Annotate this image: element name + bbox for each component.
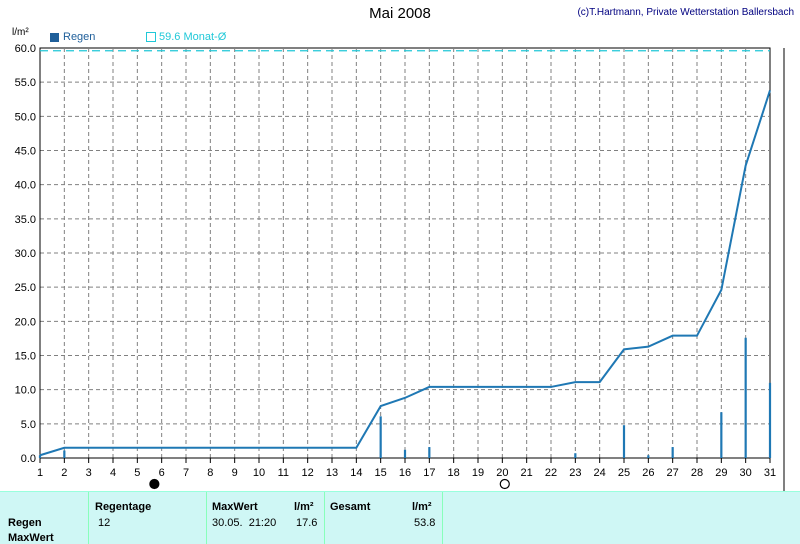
maxwert-date: 30.05. 21:20 <box>212 517 277 529</box>
x-tick-label: 9 <box>232 467 238 479</box>
x-tick-label: 13 <box>326 467 338 479</box>
x-tick-label: 30 <box>740 467 752 479</box>
y-tick-label: 0.0 <box>21 453 36 465</box>
x-tick-label: 11 <box>278 467 289 479</box>
x-tick-label: 23 <box>569 467 581 479</box>
x-tick-label: 5 <box>134 467 140 479</box>
x-tick-label: 18 <box>448 467 460 479</box>
y-tick-label: 60.0 <box>15 43 36 55</box>
legend-rain-label: Regen <box>63 31 96 43</box>
y-tick-label: 35.0 <box>15 214 36 226</box>
x-tick-label: 17 <box>423 467 435 479</box>
x-tick-label: 1 <box>37 467 43 479</box>
maxwert-value: 17.6 <box>296 517 318 529</box>
regentage-value: 12 <box>98 517 111 529</box>
gesamt-header: Gesamt <box>330 501 371 513</box>
gesamt-value: 53.8 <box>414 517 436 529</box>
legend-average-label: 59.6 Monat-Ø <box>159 31 227 43</box>
full-moon-icon <box>499 478 510 490</box>
x-tick-label: 27 <box>667 467 679 479</box>
regentage-header: Regentage <box>95 501 152 513</box>
table-divider <box>88 492 89 544</box>
x-tick-label: 4 <box>110 467 116 479</box>
legend-rain-swatch-icon <box>50 32 59 42</box>
new-moon-icon <box>149 478 160 490</box>
rain-chart: 0.0 5.0 10.0 15.0 20.0 25.0 30.0 35.0 40.0 45.0 50… <box>15 43 785 491</box>
x-tick-label: 10 <box>253 467 265 479</box>
x-tick-label: 2 <box>61 467 67 479</box>
legend-rain: Regen <box>50 31 95 43</box>
y-tick-label: 25.0 <box>15 282 36 294</box>
y-tick-label: 45.0 <box>15 146 36 158</box>
x-tick-label: 26 <box>642 467 654 479</box>
y-tick-label: 50.0 <box>15 111 36 123</box>
y-tick-label: 55.0 <box>15 77 36 89</box>
x-tick-label: 21 <box>521 467 533 479</box>
x-tick-label: 22 <box>545 467 557 479</box>
x-tick-label: 8 <box>207 467 213 479</box>
y-tick-label: 15.0 <box>15 351 36 363</box>
row-label-maxwert: MaxWert <box>8 532 54 544</box>
y-tick-label: 20.0 <box>15 316 36 328</box>
maxwert-unit: l/m² <box>294 501 314 513</box>
y-tick-label: 30.0 <box>15 248 36 260</box>
x-tick-label: 24 <box>594 467 606 479</box>
x-tick-label: 15 <box>375 467 387 479</box>
x-tick-label: 31 <box>764 467 776 479</box>
x-tick-label: 7 <box>183 467 189 479</box>
x-tick-label: 12 <box>302 467 314 479</box>
x-tick-label: 20 <box>496 467 508 479</box>
gesamt-unit: l/m² <box>412 501 432 513</box>
x-tick-label: 16 <box>399 467 411 479</box>
maxwert-header: MaxWert <box>212 501 258 513</box>
legend-average-swatch-icon <box>146 32 156 42</box>
x-tick-label: 25 <box>618 467 630 479</box>
table-divider <box>324 492 325 544</box>
x-tick-label: 28 <box>691 467 703 479</box>
summary-table: Regen MaxWert Regentage 12 MaxWert l/m² … <box>0 491 800 544</box>
row-label-regen: Regen <box>8 517 42 529</box>
cumulative-rain-line <box>39 90 771 457</box>
x-tick-label: 14 <box>350 467 362 479</box>
table-divider <box>206 492 207 544</box>
y-tick-label: 5.0 <box>21 419 36 431</box>
copyright-note: (c)T.Hartmann, Private Wetterstation Bal… <box>577 7 794 18</box>
x-tick-label: 6 <box>159 467 165 479</box>
legend-average: 59.6 Monat-Ø <box>146 31 226 43</box>
table-divider <box>442 492 443 544</box>
y-tick-label: 40.0 <box>15 180 36 192</box>
x-tick-label: 19 <box>472 467 484 479</box>
y-axis-unit: l/m² <box>12 27 29 38</box>
y-tick-label: 10.0 <box>15 385 36 397</box>
x-tick-label: 29 <box>715 467 727 479</box>
x-tick-label: 3 <box>86 467 92 479</box>
chart-title: Mai 2008 <box>369 5 431 22</box>
